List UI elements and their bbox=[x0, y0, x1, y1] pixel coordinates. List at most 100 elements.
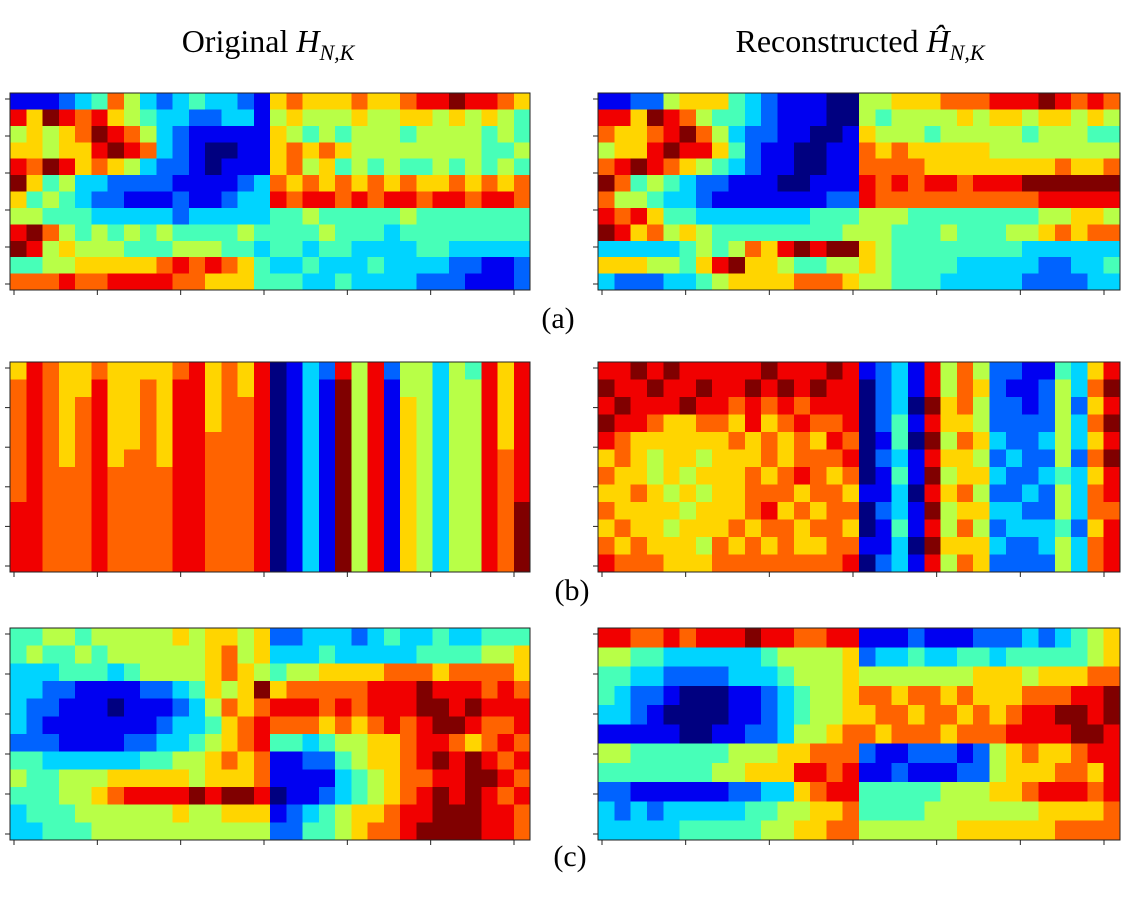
heatmap-cell bbox=[465, 191, 482, 209]
heatmap-cell bbox=[205, 787, 222, 806]
heatmap-cell bbox=[123, 804, 141, 823]
heatmap-cell bbox=[172, 537, 190, 556]
heatmap-cell bbox=[188, 240, 206, 258]
heatmap-cell bbox=[400, 191, 417, 209]
heatmap-cell bbox=[351, 207, 369, 225]
heatmap-cell bbox=[1087, 224, 1105, 242]
heatmap-cell bbox=[907, 705, 925, 725]
heatmap-cell bbox=[351, 502, 369, 521]
heatmap-cell bbox=[1103, 191, 1121, 209]
heatmap-cell bbox=[156, 379, 174, 398]
heatmap-cell bbox=[744, 207, 762, 225]
heatmap-cell bbox=[400, 449, 417, 468]
heatmap-cell bbox=[513, 804, 531, 823]
heatmap-cell bbox=[646, 628, 664, 648]
heatmap-cell bbox=[351, 645, 369, 664]
heatmap-cell bbox=[793, 782, 811, 803]
heatmap-cell bbox=[761, 685, 779, 706]
heatmap-cell bbox=[777, 273, 795, 291]
heatmap-cell bbox=[924, 109, 942, 127]
heatmap-cell bbox=[221, 537, 239, 556]
heatmap-cell bbox=[156, 191, 174, 209]
heatmap-cell bbox=[286, 467, 304, 486]
heatmap-cell bbox=[924, 537, 942, 556]
heatmap-cell bbox=[107, 397, 125, 416]
heatmap-cell bbox=[140, 645, 157, 664]
heatmap-cell bbox=[172, 787, 190, 806]
heatmap-cell bbox=[497, 414, 515, 433]
heatmap-cell bbox=[205, 467, 222, 486]
heatmap-cell bbox=[253, 645, 271, 664]
heatmap-cell bbox=[907, 782, 925, 803]
heatmap-cell bbox=[10, 224, 27, 242]
heatmap-cell bbox=[842, 647, 860, 668]
heatmap-cell bbox=[335, 804, 352, 823]
heatmap-cell bbox=[497, 787, 515, 806]
heatmap-cell bbox=[875, 240, 893, 258]
heatmap-cell bbox=[598, 705, 615, 725]
heatmap-cell bbox=[891, 685, 909, 706]
heatmap-cell bbox=[383, 224, 401, 242]
heatmap-cell bbox=[842, 273, 860, 291]
heatmap-cell bbox=[205, 554, 222, 573]
heatmap-cell bbox=[26, 645, 44, 664]
heatmap-cell bbox=[123, 175, 141, 193]
heatmap-cell bbox=[188, 537, 206, 556]
heatmap-cell bbox=[630, 502, 648, 521]
heatmap-cell bbox=[58, 414, 76, 433]
heatmap-cell bbox=[513, 109, 531, 127]
heatmap-cell bbox=[497, 224, 515, 242]
heatmap-cell bbox=[26, 432, 44, 451]
heatmap-cell bbox=[335, 628, 352, 647]
heatmap-cell bbox=[497, 822, 515, 841]
heatmap-cell bbox=[318, 698, 336, 717]
heatmap-cell bbox=[253, 191, 271, 209]
heatmap-cell bbox=[663, 175, 681, 193]
heatmap-cell bbox=[728, 93, 746, 111]
heatmap-cell bbox=[351, 449, 369, 468]
heatmap-cell bbox=[646, 743, 664, 764]
heatmap-cell bbox=[940, 158, 958, 176]
heatmap-cell bbox=[335, 537, 352, 556]
heatmap-cell bbox=[367, 681, 385, 700]
heatmap-cell bbox=[221, 467, 239, 486]
heatmap-cell bbox=[123, 751, 141, 770]
heatmap-cell bbox=[400, 93, 417, 111]
heatmap-cell bbox=[367, 537, 385, 556]
heatmap-cell bbox=[123, 362, 141, 381]
heatmap-cell bbox=[400, 109, 417, 127]
heatmap-cell bbox=[416, 681, 434, 700]
heatmap-cell bbox=[907, 502, 925, 521]
heatmap-cell bbox=[42, 191, 60, 209]
heatmap-cell bbox=[448, 787, 466, 806]
heatmap-cell bbox=[744, 125, 762, 143]
heatmap-cell bbox=[989, 647, 1007, 668]
heatmap-cell bbox=[695, 484, 713, 503]
heatmap-cell bbox=[367, 158, 385, 176]
heatmap-cell bbox=[1038, 175, 1056, 193]
heatmap-cell bbox=[448, 663, 466, 682]
heatmap-cell bbox=[448, 273, 466, 291]
heatmap-cell bbox=[630, 379, 648, 398]
heatmap-cell bbox=[793, 762, 811, 783]
heatmap-cell bbox=[156, 125, 174, 143]
heatmap-cell bbox=[598, 628, 615, 648]
heatmap-cell bbox=[383, 257, 401, 275]
heatmap-cell bbox=[481, 142, 499, 160]
heatmap-cell bbox=[646, 685, 664, 706]
heatmap-cell bbox=[614, 125, 632, 143]
heatmap-cell bbox=[286, 109, 304, 127]
heatmap-cell bbox=[1038, 273, 1056, 291]
heatmap-cell bbox=[1087, 109, 1105, 127]
heatmap-cell bbox=[42, 414, 60, 433]
heatmap-cell bbox=[351, 224, 369, 242]
heatmap-cell bbox=[172, 502, 190, 521]
heatmap-cell bbox=[26, 751, 44, 770]
heatmap-cell bbox=[598, 142, 615, 160]
heatmap-cell bbox=[75, 698, 92, 717]
heatmap bbox=[5, 361, 531, 577]
heatmap-cell bbox=[432, 787, 450, 806]
heatmap-cell bbox=[859, 158, 876, 176]
heatmap-cell bbox=[42, 158, 60, 176]
